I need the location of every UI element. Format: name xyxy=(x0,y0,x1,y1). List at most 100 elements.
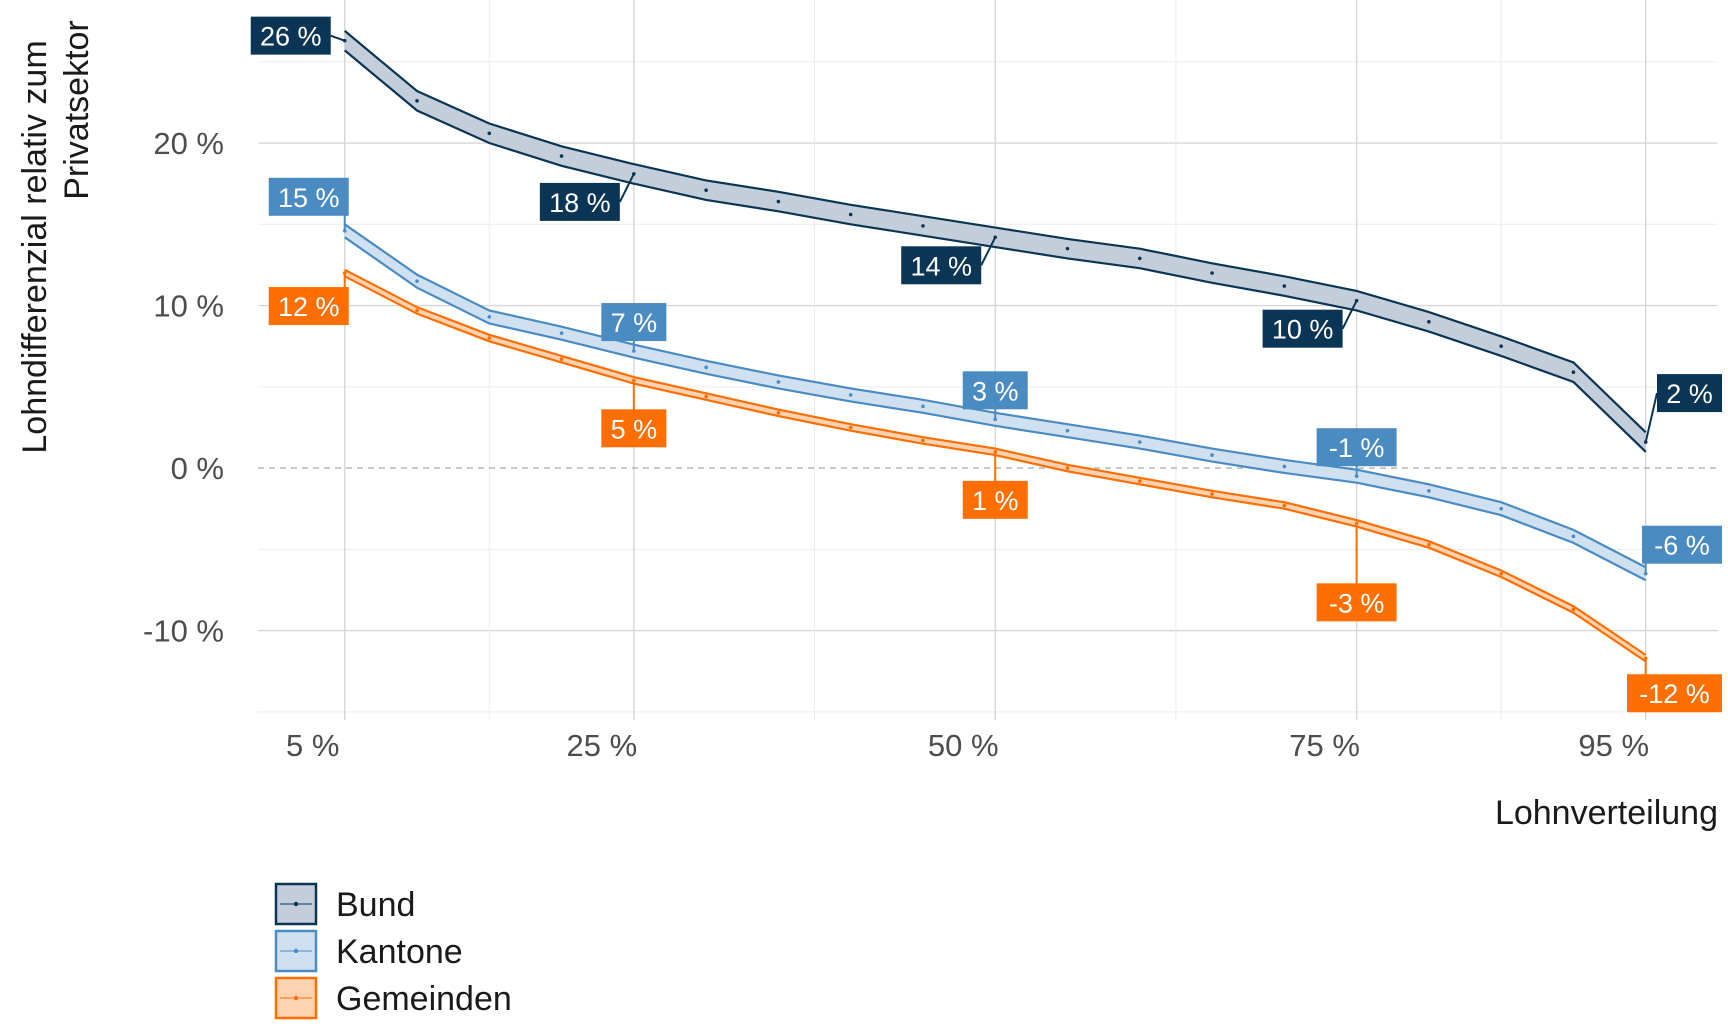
y-tick-label: -10 % xyxy=(143,614,224,649)
data-label-leader xyxy=(330,34,346,42)
data-label-text: 18 % xyxy=(549,188,611,218)
data-label-text: 15 % xyxy=(278,183,340,213)
data-label-text: 10 % xyxy=(1272,315,1334,345)
data-label-box xyxy=(1316,583,1397,622)
legend-label-bund: Bund xyxy=(336,886,415,924)
data-point-kantone xyxy=(1571,534,1576,539)
data-label-kantone: 3 % xyxy=(962,371,1028,420)
legend-label-gemeinden: Gemeinden xyxy=(336,980,512,1018)
data-label-box xyxy=(1642,525,1722,564)
confidence-bands xyxy=(344,30,1646,662)
data-point-bund xyxy=(415,98,419,103)
data-label-text: -3 % xyxy=(1329,588,1385,618)
data-label-gemeinden: -3 % xyxy=(1316,523,1397,622)
band-upper-gemeinden xyxy=(344,268,1647,656)
y-axis-tick-labels: 20 % 10 % 0 % -10 % xyxy=(143,126,224,649)
data-label-gemeinden: -12 % xyxy=(1627,658,1722,713)
legend: Bund Kantone Gemeinden xyxy=(274,882,512,1020)
x-axis-title: Lohnverteilung xyxy=(1495,794,1718,832)
data-label-bund: 18 % xyxy=(539,173,635,221)
data-point-gemeinden xyxy=(1210,492,1214,496)
data-label-leader xyxy=(1341,300,1358,330)
data-label-text: -6 % xyxy=(1654,531,1710,561)
y-tick-label: 10 % xyxy=(153,289,224,324)
data-point-kantone xyxy=(487,315,492,319)
y-tick-label: 0 % xyxy=(171,451,224,486)
legend-item-gemeinden: Gemeinden xyxy=(274,976,512,1020)
data-point-gemeinden xyxy=(704,394,708,399)
data-label-leader xyxy=(1644,392,1658,443)
data-point-gemeinden xyxy=(487,336,492,340)
data-label-leader xyxy=(618,173,635,203)
data-label-kantone: 7 % xyxy=(601,303,667,352)
data-point-gemeinden xyxy=(776,411,781,415)
legend-label-kantone: Kantone xyxy=(336,933,463,971)
data-point-bund xyxy=(1427,320,1431,324)
data-point-gemeinden xyxy=(415,308,419,313)
band-lower-kantone xyxy=(344,236,1647,582)
data-point-gemeinden xyxy=(848,425,853,430)
data-label-bund: 10 % xyxy=(1262,300,1358,348)
data-label-text: 3 % xyxy=(972,376,1019,406)
data-point-kantone xyxy=(704,365,708,370)
data-point-kantone xyxy=(415,279,419,283)
data-point-bund xyxy=(1282,284,1287,288)
x-tick-label: 75 % xyxy=(1289,728,1360,763)
x-axis-tick-labels: 5 % 25 % 50 % 75 % 95 % xyxy=(286,728,1649,763)
data-label-text: 1 % xyxy=(972,486,1019,516)
data-point-gemeinden xyxy=(1427,542,1431,547)
data-label-box xyxy=(901,246,982,285)
data-label-text: 26 % xyxy=(260,22,322,52)
data-point-kantone xyxy=(921,404,925,409)
data-label-box xyxy=(539,182,620,221)
data-point-bund xyxy=(1065,246,1070,251)
band-lower-bund xyxy=(344,49,1647,453)
legend-item-bund: Bund xyxy=(274,882,415,926)
data-label-box xyxy=(1262,309,1343,348)
data-label-box xyxy=(1316,428,1397,467)
data-label-leader xyxy=(980,236,997,266)
legend-item-kantone: Kantone xyxy=(274,929,463,973)
data-point-kantone xyxy=(1210,453,1214,457)
data-point-kantone xyxy=(1282,464,1287,469)
data-label-box xyxy=(1627,674,1722,713)
data-point-bund xyxy=(921,224,925,228)
data-label-gemeinden: 12 % xyxy=(268,273,349,326)
data-label-box xyxy=(962,480,1028,519)
data-point-bund xyxy=(848,212,853,217)
data-point-gemeinden xyxy=(921,438,925,443)
data-point-bund xyxy=(1210,271,1214,275)
data-label-box xyxy=(601,409,667,448)
legend-swatch-point xyxy=(293,995,299,1001)
data-label-bund: 14 % xyxy=(901,236,997,285)
data-label-text: 12 % xyxy=(278,292,340,322)
y-axis-title-line-1: Lohndifferenzial relativ zum xyxy=(16,40,54,453)
data-point-kantone xyxy=(559,331,564,335)
data-label-box xyxy=(1657,374,1722,413)
legend-swatch-point xyxy=(293,901,299,907)
data-point-kantone xyxy=(1065,428,1070,433)
data-label-gemeinden: 5 % xyxy=(601,380,667,448)
data-label-text: 5 % xyxy=(611,414,658,444)
data-point-bund xyxy=(1571,370,1576,374)
data-point-bund xyxy=(1137,256,1142,261)
data-point-gemeinden xyxy=(1571,607,1576,612)
gridlines xyxy=(258,0,1718,720)
data-point-bund xyxy=(559,154,564,158)
data-point-bund xyxy=(1499,344,1503,348)
data-point-gemeinden xyxy=(1137,479,1142,483)
x-tick-label: 50 % xyxy=(928,728,999,763)
data-point-kantone xyxy=(776,380,781,384)
data-label-kantone: 15 % xyxy=(268,177,349,231)
data-point-kantone xyxy=(1427,489,1431,493)
band-upper-bund xyxy=(344,30,1647,434)
x-tick-label: 25 % xyxy=(567,728,638,763)
confidence-band-bund xyxy=(344,30,1646,452)
data-point-kantone xyxy=(848,393,853,397)
data-label-box xyxy=(601,303,667,342)
data-label-bund: 2 % xyxy=(1644,374,1722,443)
data-point-bund xyxy=(487,131,492,136)
data-label-text: -12 % xyxy=(1639,679,1710,709)
data-point-bund xyxy=(704,188,708,192)
